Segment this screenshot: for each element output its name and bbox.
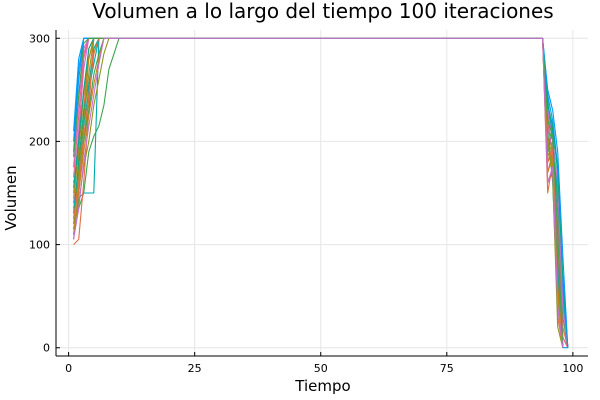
x-tick-label: 50 <box>314 362 328 375</box>
series-line <box>73 37 564 348</box>
y-tick-label: 100 <box>29 239 50 252</box>
series-line <box>73 37 564 348</box>
axes-frame <box>55 30 588 357</box>
series-line <box>73 37 564 348</box>
x-tick-label: 100 <box>562 362 583 375</box>
x-axis-label: Tiempo <box>294 377 350 395</box>
x-tick-label: 75 <box>440 362 454 375</box>
x-tick-label: 25 <box>188 362 202 375</box>
tick-labels: 0 25 50 75 100 0 100 200 300 <box>29 32 583 375</box>
series-line <box>73 37 564 348</box>
y-tick-label: 300 <box>29 32 50 45</box>
series-line <box>73 37 569 348</box>
series-line <box>73 37 564 348</box>
series-line <box>73 37 564 348</box>
series-line <box>73 37 564 348</box>
series-group <box>73 37 569 349</box>
grid <box>56 30 588 356</box>
y-tick-label: 0 <box>43 342 50 355</box>
series-line <box>73 37 564 348</box>
y-tick-label: 200 <box>29 135 50 148</box>
series-line <box>73 37 564 348</box>
series-line <box>73 37 564 348</box>
y-axis-label: Volumen <box>2 165 20 230</box>
series-line <box>73 37 564 348</box>
series-line <box>73 37 564 348</box>
chart-title: Volumen a lo largo del tiempo 100 iterac… <box>92 0 553 23</box>
series-line <box>73 37 564 348</box>
series-line <box>73 37 564 348</box>
x-tick-label: 0 <box>65 362 72 375</box>
